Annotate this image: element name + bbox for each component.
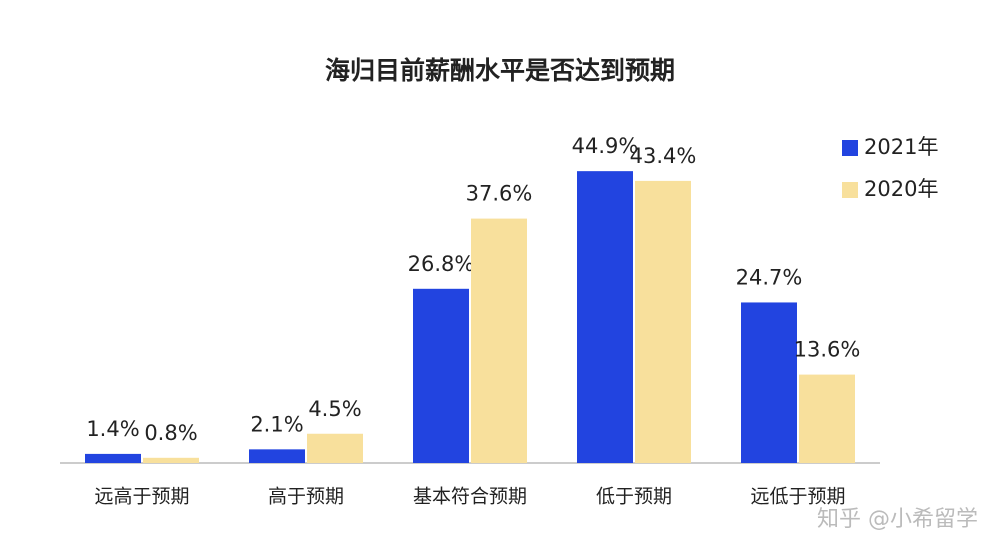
- legend-swatch: [842, 140, 858, 156]
- bar: [635, 180, 691, 463]
- data-label: 26.8%: [408, 252, 475, 276]
- data-label: 44.9%: [572, 134, 639, 158]
- data-label: 0.8%: [144, 421, 197, 445]
- data-label: 2.1%: [250, 412, 303, 436]
- data-label: 37.6%: [466, 182, 533, 206]
- data-label: 4.5%: [308, 397, 361, 421]
- data-label: 13.6%: [794, 338, 861, 362]
- bar: [143, 457, 199, 463]
- legend-swatch: [842, 182, 858, 198]
- legend-label: 2020年: [864, 177, 938, 201]
- chart-title: 海归目前薪酬水平是否达到预期: [325, 56, 675, 85]
- bar: [307, 433, 363, 463]
- x-tick-label: 高于预期: [268, 486, 344, 508]
- x-tick-label: 基本符合预期: [413, 486, 527, 508]
- x-tick-label: 远低于预期: [750, 486, 845, 508]
- bar: [577, 171, 633, 463]
- bar: [413, 288, 469, 463]
- bar: [741, 302, 797, 463]
- bar: [471, 218, 527, 463]
- x-tick-label: 远高于预期: [94, 486, 189, 508]
- bar: [249, 449, 305, 463]
- data-label: 43.4%: [630, 144, 697, 168]
- x-tick-label: 低于预期: [596, 486, 672, 508]
- watermark: 知乎 @小希留学: [817, 507, 978, 532]
- legend-label: 2021年: [864, 135, 938, 159]
- data-label: 24.7%: [736, 265, 803, 289]
- bar: [799, 374, 855, 463]
- data-label: 1.4%: [86, 417, 139, 441]
- bar: [85, 453, 141, 463]
